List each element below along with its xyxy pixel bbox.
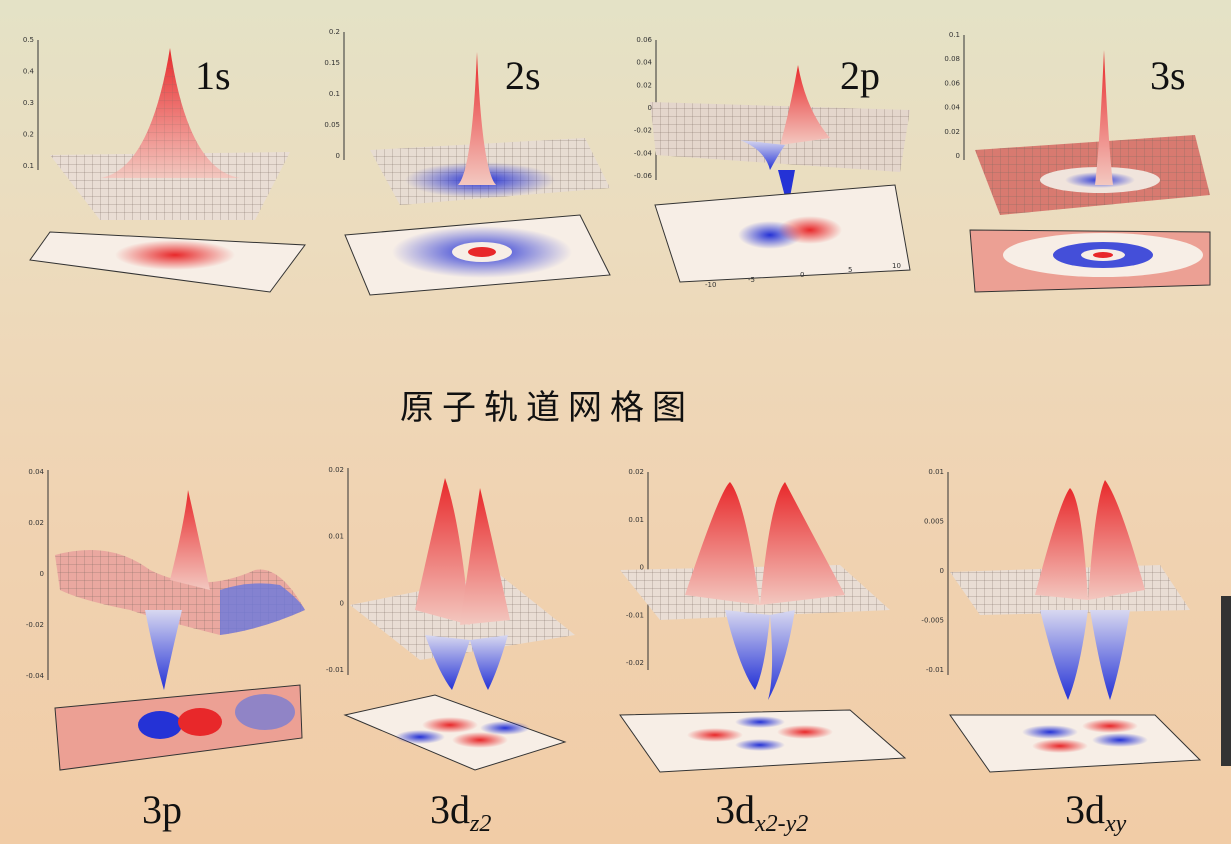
surface-plot-3p: 0.04 0.02 0 -0.02 -0.04 <box>26 468 305 771</box>
surface-plot-3dz2: 0.02 0.01 0 -0.01 <box>326 466 575 771</box>
ytick-2s-1: 0.15 <box>324 59 340 67</box>
label-2p: 2p <box>840 53 880 98</box>
ytick-3dx2y2-4: -0.02 <box>626 659 644 667</box>
label-3dx2y2: 3dx2-y2 <box>715 787 809 837</box>
ytick-3dz2-1: 0.01 <box>328 533 344 541</box>
label-3dz2: 3dz2 <box>430 787 492 837</box>
ytick-3s-0: 0.1 <box>949 31 960 39</box>
ytick-3dx2y2-2: 0 <box>640 564 644 572</box>
orbital-panel-3dxy: 0.01 0.005 0 -0.005 -0.01 3dxy <box>920 460 1220 836</box>
ytick-1s-1: 0.4 <box>23 68 35 76</box>
ytick-3s-3: 0.04 <box>944 104 960 112</box>
ytick-3s-5: 0 <box>956 152 960 160</box>
ytick-3s-1: 0.08 <box>944 55 960 63</box>
ytick-3dxy-4: -0.01 <box>926 666 944 674</box>
label-3p: 3p <box>142 787 182 832</box>
surface-plot-3dxy: 0.01 0.005 0 -0.005 -0.01 <box>921 468 1202 773</box>
surface-plot-2p: -10 -5 0 5 10 0.06 0.04 0.02 0 -0.02 -0.04 -0.… <box>634 36 911 289</box>
ytick-1s-3: 0.2 <box>23 131 34 139</box>
ytick-2p-0: 0.06 <box>636 36 652 44</box>
ytick-3dx2y2-0: 0.02 <box>628 468 644 476</box>
ytick-2p-2: 0.02 <box>636 81 652 89</box>
ytick-3dz2-3: -0.01 <box>326 666 344 674</box>
label-2s: 2s <box>505 53 541 98</box>
ytick-3p-2: 0 <box>40 570 44 578</box>
label-3dxy-subscript: xy <box>1105 811 1127 837</box>
label-1s: 1s <box>195 53 231 98</box>
ytick-3dz2-0: 0.02 <box>328 466 344 474</box>
ytick-3dxy-1: 0.005 <box>924 518 944 526</box>
ytick-2p-1: 0.04 <box>636 59 652 67</box>
ytick-2p-4: -0.02 <box>634 127 652 135</box>
label-3s: 3s <box>1150 53 1186 98</box>
ytick-1s-4: 0.1 <box>23 162 34 170</box>
label-3dxy: 3dxy <box>1065 787 1127 837</box>
ytick-2s-0: 0.2 <box>329 28 340 36</box>
label-3dz2-subscript: z2 <box>470 811 492 837</box>
ytick-2s-2: 0.1 <box>329 90 340 98</box>
label-3dx2y2-subscript: x2-y2 <box>755 811 809 837</box>
ytick-3s-2: 0.06 <box>944 79 960 87</box>
orbital-panel-1s: 0.5 0.4 0.3 0.2 0.1 1s <box>20 20 320 320</box>
orbital-panel-3dx2y2: 0.02 0.01 0 -0.01 -0.02 3dx2-y2 <box>619 460 920 836</box>
ytick-3p-3: -0.02 <box>26 621 44 629</box>
ytick-1s-0: 0.5 <box>23 36 34 44</box>
xtick-2p-1: -5 <box>748 276 755 284</box>
ytick-2p-5: -0.04 <box>634 149 653 157</box>
surface-plot-2s: 0.2 0.15 0.1 0.05 0 <box>324 28 611 296</box>
ytick-3dz2-2: 0 <box>340 599 344 607</box>
ytick-3dx2y2-1: 0.01 <box>628 516 644 524</box>
xtick-2p-4: 10 <box>892 262 901 270</box>
ytick-2s-3: 0.05 <box>324 121 340 129</box>
ytick-3dxy-0: 0.01 <box>928 468 944 476</box>
orbital-panel-2p: -10 -5 0 5 10 0.06 0.04 0.02 0 -0.02 -0.04 -0.… <box>620 20 920 320</box>
ytick-1s-2: 0.3 <box>23 99 34 107</box>
ytick-3s-4: 0.02 <box>944 128 960 136</box>
ytick-2p-6: -0.06 <box>634 172 653 180</box>
ytick-2s-4: 0 <box>336 152 340 160</box>
xtick-2p-2: 0 <box>800 271 804 279</box>
ytick-3p-0: 0.04 <box>28 468 44 476</box>
orbital-panel-3p: 0.04 0.02 0 -0.02 -0.04 3p <box>20 460 320 830</box>
surface-plot-3dx2y2: 0.02 0.01 0 -0.01 -0.02 <box>619 468 907 773</box>
ytick-2p-3: 0 <box>648 104 652 112</box>
surface-plot-3s: 0.1 0.08 0.06 0.04 0.02 0 <box>944 31 1211 293</box>
orbital-panel-3dz2: 0.02 0.01 0 -0.01 3dz2 <box>320 460 620 836</box>
ytick-3p-1: 0.02 <box>28 519 44 527</box>
ytick-3p-4: -0.04 <box>26 672 45 680</box>
xtick-2p-0: -10 <box>705 281 716 289</box>
surface-plot-1s: 0.5 0.4 0.3 0.2 0.1 <box>23 36 306 293</box>
xtick-2p-3: 5 <box>848 266 852 274</box>
page-title: 原子轨道网格图 <box>400 388 694 428</box>
ytick-3dxy-2: 0 <box>940 567 944 575</box>
orbital-panel-3s: 0.1 0.08 0.06 0.04 0.02 0 3s <box>920 20 1220 320</box>
orbital-panel-2s: 0.2 0.15 0.1 0.05 0 2s <box>320 20 620 320</box>
scrollbar[interactable] <box>1221 596 1231 766</box>
ytick-3dx2y2-3: -0.01 <box>626 611 644 619</box>
ytick-3dxy-3: -0.005 <box>921 617 944 625</box>
